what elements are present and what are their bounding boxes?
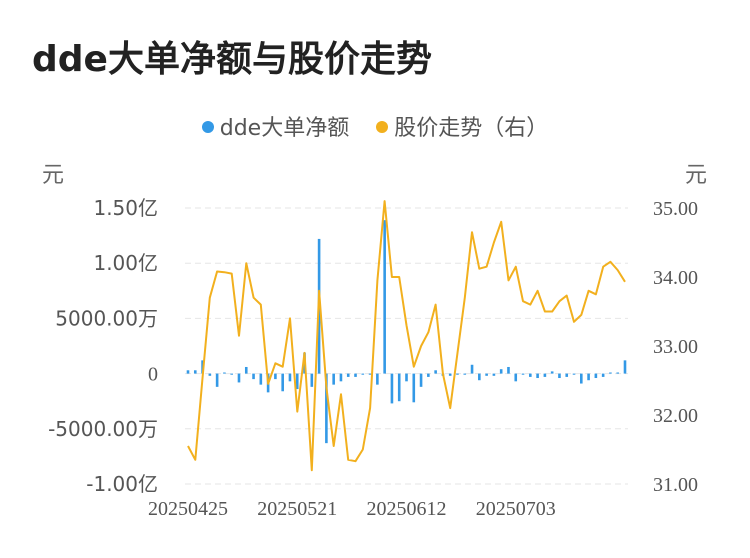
bar-dde (295, 373, 299, 390)
bar-dde (390, 373, 394, 404)
left-tick-label: -5000.00万 (48, 417, 158, 441)
bar-dde (215, 373, 219, 387)
bar-dde (288, 373, 292, 382)
legend-dot-dde (201, 121, 214, 133)
right-tick-label: 32.00 (653, 405, 698, 427)
bar-dde (463, 373, 467, 375)
price-line (187, 200, 626, 472)
bar-dde (223, 372, 226, 374)
left-tick-label: 1.50亿 (93, 196, 158, 220)
bar-dde (514, 373, 518, 382)
bar-dde (419, 373, 423, 387)
bar-dde (427, 373, 430, 377)
bar-dde (550, 371, 554, 374)
legend-item-price[interactable]: 股价走势（右） (376, 110, 548, 142)
bar-dde (601, 373, 605, 377)
left-tick-label: 1.00亿 (93, 251, 158, 275)
right-tick-label: 34.00 (653, 267, 698, 289)
legend-item-dde[interactable]: dde大单净额 (201, 110, 350, 142)
bar-dde (237, 373, 241, 383)
bar-dde (543, 373, 547, 377)
left-tick-label: 0 (148, 364, 158, 386)
bar-dde (623, 360, 627, 374)
legend-dot-price (376, 121, 389, 133)
bar-dde (448, 373, 452, 376)
bar-dde (485, 373, 488, 376)
bar-dde (376, 373, 379, 385)
bar-dde (558, 373, 561, 379)
bar-dde (361, 373, 365, 375)
bar-dde (507, 366, 510, 374)
bar-dde (193, 370, 197, 374)
bar-dde (346, 373, 350, 377)
x-tick-label: 20250703 (476, 498, 556, 520)
bar-dde (332, 373, 335, 385)
bar-dde (434, 370, 437, 374)
bar-dde (274, 373, 277, 380)
bar-dde (368, 373, 372, 375)
bar-dde (259, 373, 263, 385)
x-tick-label: 20250425 (148, 498, 228, 520)
bar-dde (587, 373, 590, 381)
left-tick-label: 5000.00万 (55, 306, 158, 330)
bar-dde (492, 373, 496, 376)
bar-dde (616, 372, 620, 374)
bar-dde (339, 373, 343, 382)
legend: dde大单净额 股价走势（右） (0, 110, 750, 142)
bar-dde (456, 373, 459, 375)
bar-dde (397, 373, 401, 402)
bar-dde (230, 373, 233, 375)
bar-dde (354, 373, 357, 377)
bar-dde (521, 373, 525, 375)
x-tick-label: 20250521 (257, 498, 337, 520)
bar-dde (405, 373, 408, 382)
bar-dde (478, 373, 481, 381)
left-axis-unit: 元 (42, 163, 65, 188)
bar-dde (470, 364, 474, 374)
bar-dde (383, 220, 386, 374)
legend-label-price: 股价走势（右） (394, 116, 549, 141)
bar-dde (580, 373, 583, 384)
bar-dde (208, 373, 212, 376)
bar-dde (609, 372, 612, 374)
chart-title: dde大单净额与股价走势 (32, 39, 432, 80)
bar-dde (325, 373, 328, 444)
bar-dde (529, 373, 532, 377)
right-tick-label: 33.00 (653, 336, 698, 358)
bar-dde (186, 370, 190, 374)
bar-dde (594, 373, 598, 379)
bar-dde (310, 373, 314, 387)
bar-dde (412, 373, 416, 403)
right-axis-unit: 元 (685, 163, 708, 188)
bar-dde (281, 373, 284, 392)
right-tick-label: 31.00 (653, 474, 698, 496)
bar-dde (499, 369, 503, 374)
left-tick-label: -1.00亿 (86, 472, 158, 496)
legend-label-dde: dde大单净额 (219, 116, 350, 141)
bar-dde (244, 366, 248, 374)
bar-dde (252, 373, 255, 380)
bar-dde (565, 373, 569, 377)
x-tick-label: 20250612 (367, 498, 447, 520)
bar-dde (572, 373, 576, 375)
right-tick-label: 35.00 (653, 198, 698, 220)
bar-dde (536, 373, 539, 379)
